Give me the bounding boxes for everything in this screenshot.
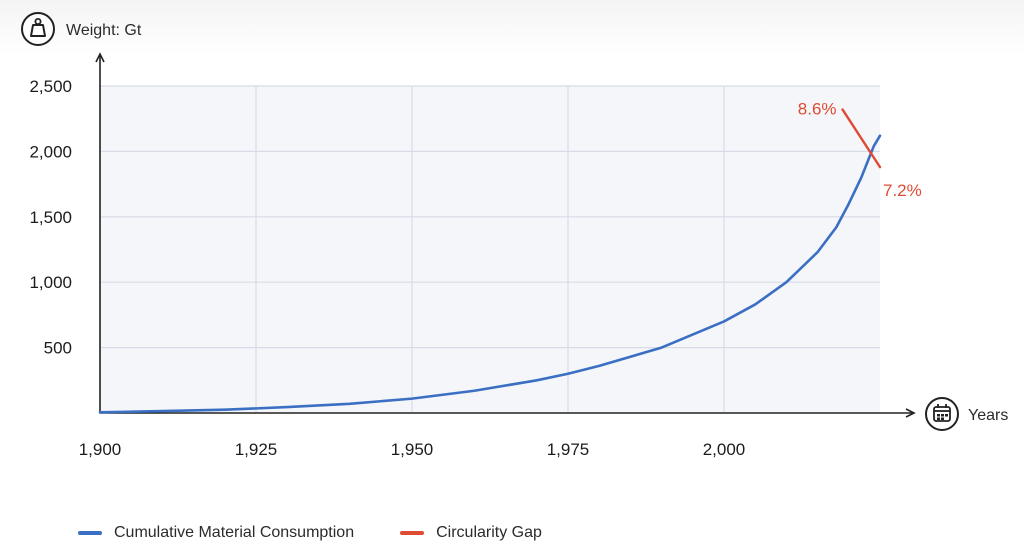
y-axis-title-group: Weight: Gt: [21, 12, 142, 46]
x-tick-label: 1,975: [547, 440, 590, 459]
x-tick-labels: 1,900 1,925 1,950 1,975 2,000: [79, 440, 746, 459]
axes: [95, 52, 916, 418]
y-axis-title: Weight: Gt: [66, 22, 142, 39]
annotation-label: 8.6%: [798, 100, 837, 119]
legend-item-circularity-gap: Circularity Gap: [400, 524, 542, 542]
calendar-icon: [925, 397, 959, 431]
legend-swatch-circularity-gap: [400, 531, 425, 535]
y-tick-label: 1,000: [29, 273, 72, 292]
legend-swatch-consumption: [78, 531, 102, 535]
y-axis-arrow: [95, 52, 105, 63]
x-tick-label: 2,000: [703, 440, 746, 459]
annotations: 8.6% 7.2%: [798, 100, 922, 201]
y-tick-label: 500: [44, 339, 72, 358]
y-tick-label: 2,000: [29, 142, 72, 161]
y-tick-label: 2,500: [29, 77, 72, 96]
x-axis-arrow: [905, 408, 916, 418]
x-axis-title-group: Years: [925, 397, 1008, 431]
legend-label-consumption: Cumulative Material Consumption: [114, 524, 355, 541]
legend-item-consumption: Cumulative Material Consumption: [78, 524, 354, 542]
weight-icon: [21, 12, 55, 46]
x-axis-title: Years: [968, 407, 1008, 424]
series-line-circularity-gap: [841, 108, 882, 169]
x-tick-label: 1,900: [79, 440, 122, 459]
annotation-label: 7.2%: [883, 181, 922, 200]
legend: Cumulative Material Consumption Circular…: [78, 524, 588, 542]
plot-area: [100, 86, 880, 413]
grid-lines: [100, 85, 880, 413]
series-line-consumption: [98, 134, 882, 414]
x-tick-label: 1,950: [391, 440, 434, 459]
y-tick-label: 1,500: [29, 208, 72, 227]
y-tick-labels: 500 1,000 1,500 2,000 2,500: [29, 77, 72, 358]
series-lines: [98, 108, 882, 414]
legend-label-circularity-gap: Circularity Gap: [436, 524, 542, 541]
x-tick-label: 1,925: [235, 440, 278, 459]
